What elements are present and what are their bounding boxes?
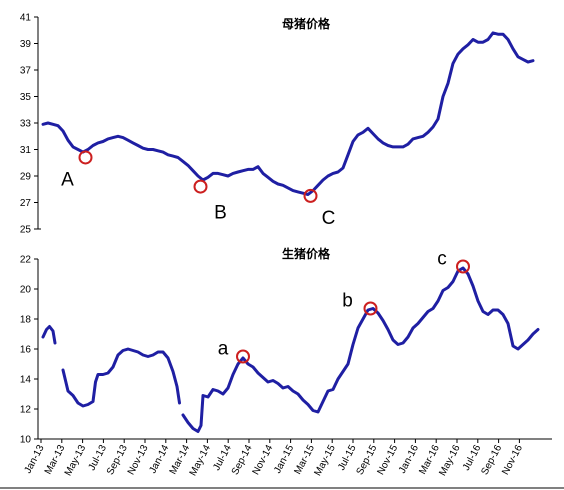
sow-y-tick-label: 37 bbox=[20, 66, 32, 77]
sow-marker-a bbox=[78, 150, 93, 165]
sow-y-tick-label: 25 bbox=[20, 225, 32, 236]
x-tick-label: Nov-16 bbox=[500, 443, 525, 477]
hog-annotation-a: a bbox=[218, 339, 229, 360]
sow-price-markers: A B C bbox=[61, 150, 336, 229]
sow-annotation-b: B bbox=[214, 203, 227, 224]
sow-y-tick-label: 29 bbox=[20, 172, 32, 183]
hog-y-ticks: 10 12 14 16 18 20 22 bbox=[20, 255, 38, 446]
x-tick-label: Jul-15 bbox=[336, 443, 359, 473]
hog-price-title: 生猪价格 bbox=[282, 246, 331, 261]
x-tick-label: Nov-14 bbox=[251, 443, 276, 477]
hog-price-line-segment bbox=[61, 347, 181, 408]
sow-annotation-c: C bbox=[322, 208, 336, 229]
sow-annotation-a: A bbox=[61, 169, 74, 190]
hog-price-line-segment bbox=[41, 325, 57, 345]
hog-y-tick-label: 10 bbox=[20, 435, 32, 446]
hog-price-series bbox=[41, 266, 540, 433]
hog-marker-b bbox=[363, 301, 378, 316]
x-tick-label: Nov-15 bbox=[375, 443, 400, 477]
hog-price-markers: a b c bbox=[218, 249, 470, 364]
sow-marker-c bbox=[303, 188, 318, 203]
sow-price-panel: 25 27 29 31 33 35 37 39 41 母猪价格 A B C bbox=[20, 13, 535, 236]
hog-y-tick-label: 14 bbox=[20, 375, 32, 386]
hog-marker-c bbox=[456, 259, 470, 274]
sow-y-tick-label: 39 bbox=[20, 39, 32, 50]
hog-y-tick-label: 12 bbox=[20, 405, 32, 416]
x-tick-label: Jul-13 bbox=[87, 443, 110, 473]
sow-y-tick-label: 31 bbox=[20, 145, 32, 156]
x-tick-labels: Jan-13Mar-13May-13Jul-13Sep-13Nov-13Jan-… bbox=[23, 439, 525, 478]
x-tick-label: Jul-16 bbox=[461, 443, 484, 473]
sow-y-tick-label: 35 bbox=[20, 92, 32, 103]
hog-marker-a bbox=[236, 349, 250, 364]
sow-y-tick-label: 41 bbox=[20, 13, 32, 24]
sow-marker-b bbox=[193, 179, 208, 194]
hog-price-panel: 10 12 14 16 18 20 22 生猪价格 Jan-13Mar-13May-13Ju… bbox=[20, 246, 552, 478]
hog-y-tick-label: 16 bbox=[20, 345, 32, 356]
hog-y-tick-label: 18 bbox=[20, 315, 32, 326]
sow-y-tick-label: 33 bbox=[20, 119, 32, 130]
hog-annotation-c: c bbox=[437, 249, 447, 270]
hog-annotation-b: b bbox=[342, 291, 353, 312]
x-tick-label: Nov-13 bbox=[126, 443, 151, 477]
hog-price-line-segment bbox=[181, 266, 540, 433]
sow-y-tick-label: 27 bbox=[20, 198, 32, 209]
hog-y-tick-label: 22 bbox=[20, 255, 32, 266]
sow-y-ticks: 25 27 29 31 33 35 37 39 41 bbox=[20, 13, 38, 236]
sow-price-title: 母猪价格 bbox=[282, 16, 331, 31]
sow-price-series bbox=[41, 31, 535, 196]
sow-price-line bbox=[41, 31, 535, 196]
hog-y-tick-label: 20 bbox=[20, 285, 32, 296]
x-tick-label: Jul-14 bbox=[211, 443, 234, 473]
